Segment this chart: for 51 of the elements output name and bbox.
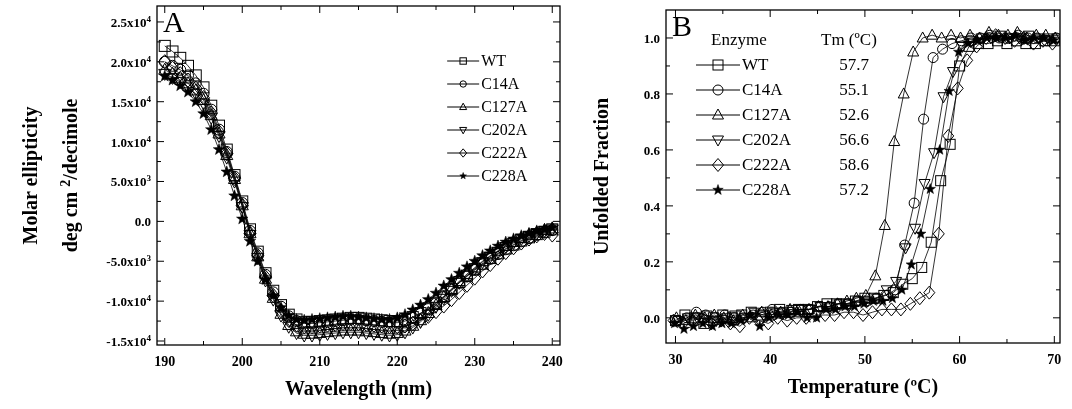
x-tick-label: 30 <box>668 352 683 367</box>
x-tick-label: 210 <box>309 354 331 369</box>
y-tick-label: 2.0x10$^{4}$ <box>110 53 152 70</box>
legend-label: C228A <box>742 180 792 199</box>
y-tick-label: 0.0 <box>643 310 660 326</box>
annotation: 55.1 <box>839 80 869 99</box>
y-tick-label: 2.5x10$^{4}$ <box>110 13 152 30</box>
y-tick-label: 0.6 <box>643 142 661 158</box>
y-tick-label: -5.0x10$^{3}$ <box>106 253 152 270</box>
y-tick-label: 0.2 <box>643 254 660 270</box>
annotation: 57.2 <box>839 180 869 199</box>
legend-label: C202A <box>481 121 528 138</box>
annotation: 57.7 <box>839 55 870 74</box>
y-tick-label: 1.5x10$^{4}$ <box>110 93 152 110</box>
legend-label: C202A <box>742 130 792 149</box>
x-tick-label: 220 <box>386 354 408 369</box>
y-tick-label: 5.0x10$^{3}$ <box>110 173 152 190</box>
annotation: Tm (ºC) <box>821 30 877 49</box>
x-axis-title: Temperature (ºC) <box>787 375 939 398</box>
chart-title: A <box>163 5 185 38</box>
annotation: 56.6 <box>839 130 869 149</box>
y-tick-label: -1.0x10$^{4}$ <box>106 293 152 310</box>
y-tick-label: -1.5x10$^{4}$ <box>106 333 152 350</box>
legend-label: C127A <box>481 98 528 115</box>
legend-label: C222A <box>742 155 792 174</box>
y-tick-label: 0.4 <box>643 198 661 214</box>
y-tick-label: 0.0 <box>134 214 151 230</box>
legend-label: WT <box>481 52 507 69</box>
y-axis-title: Unfolded Fraction <box>590 97 612 256</box>
legend-label: WT <box>742 55 770 74</box>
x-tick-label: 240 <box>541 354 563 369</box>
x-tick-label: 40 <box>763 352 778 367</box>
x-axis-title: Wavelength (nm) <box>284 377 433 400</box>
annotation: 52.6 <box>839 105 869 124</box>
x-tick-label: 230 <box>464 354 486 369</box>
x-tick-label: 190 <box>154 354 176 369</box>
legend-label: C14A <box>481 75 520 92</box>
y-tick-label: 0.8 <box>643 86 661 102</box>
legend-title: Enzyme <box>711 30 767 49</box>
y-tick-label: 1.0x10$^{4}$ <box>110 133 152 150</box>
x-tick-label: 200 <box>231 354 253 369</box>
legend-label: C222A <box>481 144 528 161</box>
chart-title: B <box>672 9 693 42</box>
y-tick-label: 1.0 <box>643 30 660 46</box>
x-tick-label: 50 <box>857 352 872 367</box>
x-tick-label: 70 <box>1047 352 1062 367</box>
annotation: 58.6 <box>839 155 869 174</box>
x-tick-label: 60 <box>952 352 967 367</box>
legend-label: C127A <box>742 105 792 124</box>
legend-label: C228A <box>481 167 528 184</box>
legend-label: C14A <box>742 80 784 99</box>
